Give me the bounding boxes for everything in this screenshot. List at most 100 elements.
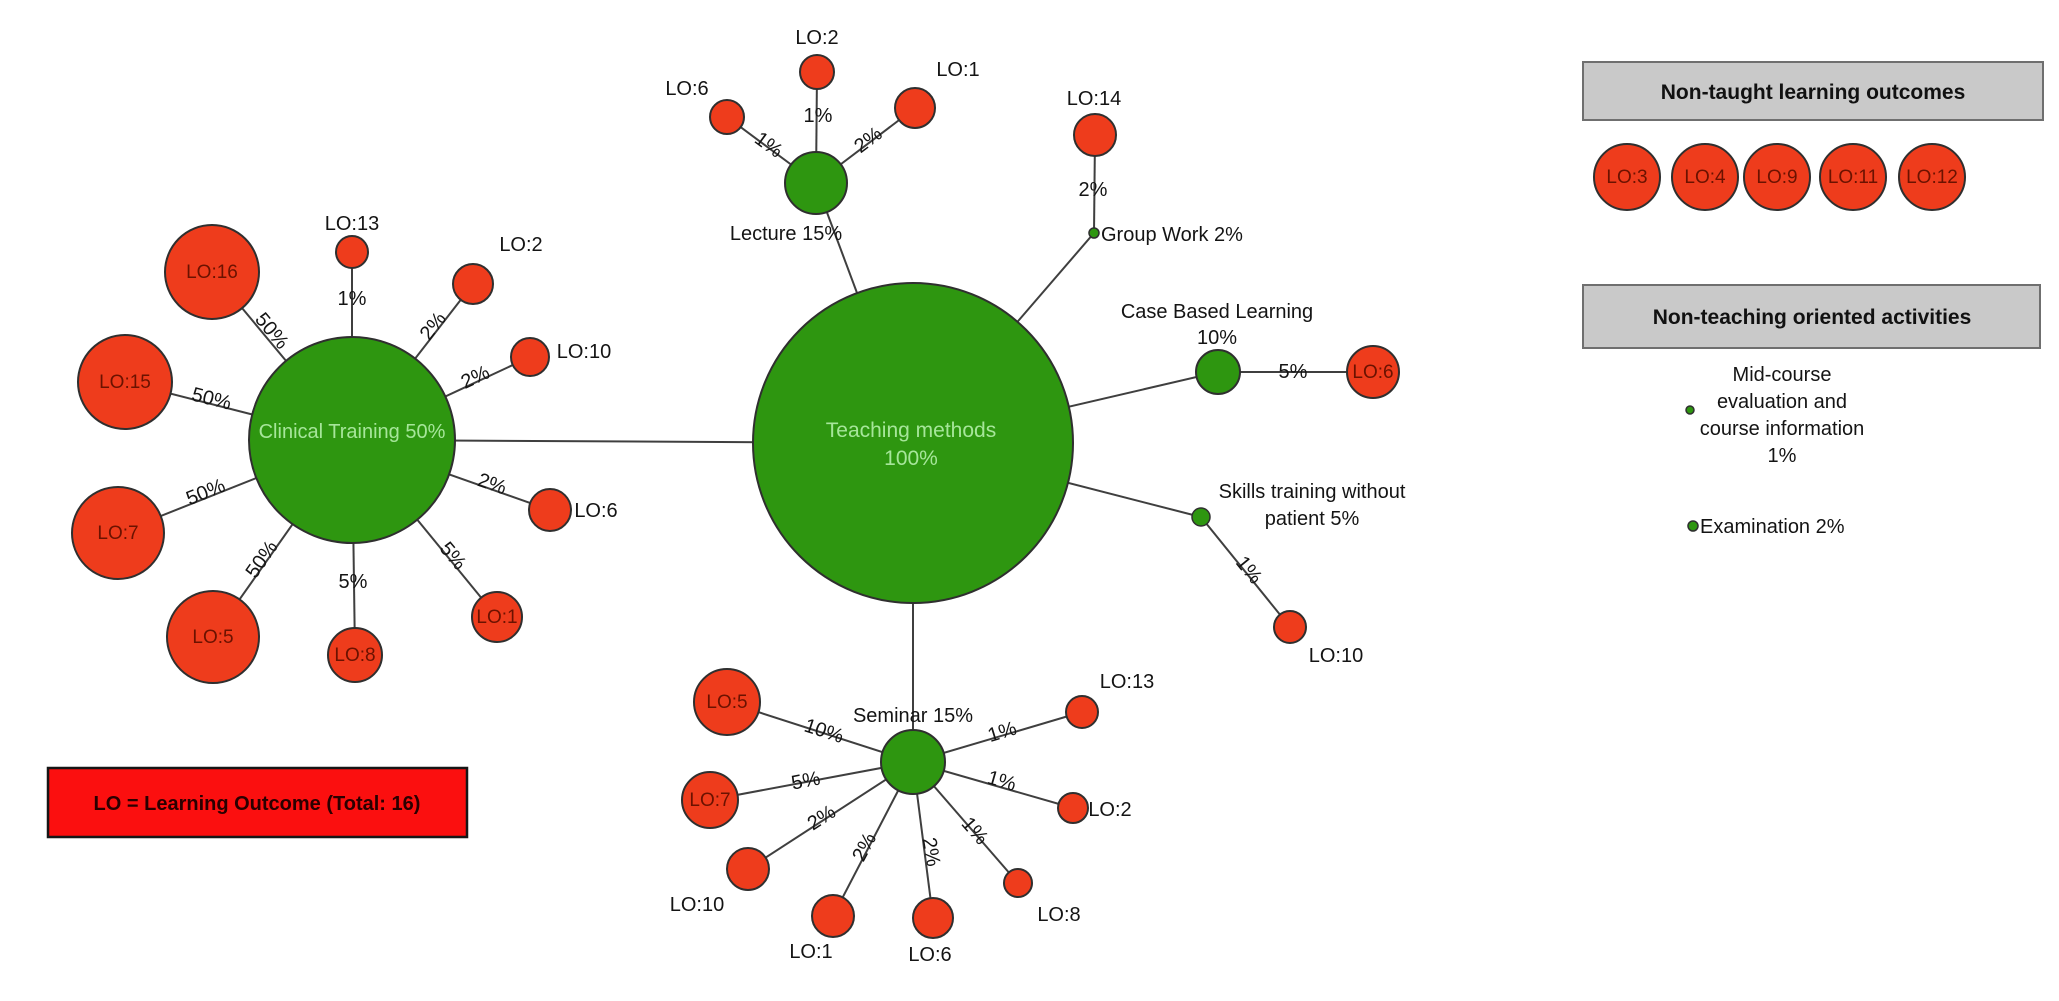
clinical-lo15-pct: 50% <box>189 384 233 415</box>
lecture-lo6-label: LO:6 <box>665 78 708 100</box>
lecture-lo1-label: LO:1 <box>936 59 979 81</box>
non-taught-panel: Non-taught learning outcomes LO:3 LO:4 L… <box>1582 61 2044 211</box>
seminar-label: Seminar 15% <box>853 705 973 727</box>
seminar-lo5-label: LO:5 <box>706 692 747 713</box>
lecture-lo2-pct: 1% <box>804 105 833 127</box>
seminar-lo7-pct: 5% <box>790 768 823 795</box>
non-taught-title: Non-taught learning outcomes <box>1661 81 1966 104</box>
non-taught-lo4-circle <box>1671 143 1739 211</box>
non-taught-lo12-circle <box>1898 143 1966 211</box>
groupwork-lo14-pct: 2% <box>1079 179 1108 201</box>
clinical-lo1-pct: 5% <box>435 538 471 574</box>
skills-lo10-pct: 1% <box>1231 552 1266 588</box>
clinical-lo8-circle <box>327 627 383 683</box>
seminar-lo13-label: LO:13 <box>1100 671 1154 693</box>
case-based-label-line1: Case Based Learning <box>1121 301 1313 323</box>
teaching-methods-circle <box>752 282 1074 604</box>
clinical-lo7-circle <box>71 486 165 580</box>
clinical-lo13-label: LO:13 <box>325 213 379 235</box>
seminar-lo2-label: LO:2 <box>1088 799 1131 821</box>
seminar-lo5-circle <box>693 668 761 736</box>
mid-course-line2: evaluation and <box>1717 391 1847 413</box>
seminar-lo1-label: LO:1 <box>789 941 832 963</box>
clinical-training-circle <box>248 336 456 544</box>
clinical-lo2-label: LO:2 <box>499 234 542 256</box>
skills-label-line2: patient 5% <box>1265 508 1360 530</box>
edge-skills-lo10 <box>1200 516 1291 628</box>
non-taught-lo9-circle <box>1743 143 1811 211</box>
clinical-lo15-circle <box>77 334 173 430</box>
seminar-lo10-label: LO:10 <box>670 894 724 916</box>
non-taught-title-box <box>1582 61 2044 121</box>
skills-training-dot <box>1191 507 1211 527</box>
legend-box: LO = Learning Outcome (Total: 16) <box>46 766 469 839</box>
non-teaching-panel: Non-teaching oriented activities Mid-cou… <box>1582 284 2041 538</box>
clinical-lo7-pct: 50% <box>183 475 229 510</box>
skills-lo10-circle <box>1273 610 1307 644</box>
mid-course-line4: 1% <box>1768 445 1797 467</box>
clinical-lo6-circle <box>528 488 572 532</box>
seminar-lo2-circle <box>1057 792 1089 824</box>
teaching-methods-pct: 100% <box>884 447 938 470</box>
examination-label: Examination 2% <box>1700 516 1845 538</box>
legend-rect <box>46 766 469 839</box>
seminar-lo6-pct: 2% <box>918 836 945 869</box>
clinical-node-labels: LO:16 LO:13 LO:2 LO:10 LO:6 LO:1 LO:8 LO… <box>97 213 617 666</box>
clinical-lo2-pct: 2% <box>416 308 451 344</box>
clinical-lo8-label: LO:8 <box>334 645 375 666</box>
non-taught-lo9-label: LO:9 <box>1756 167 1797 188</box>
seminar-lo13-pct: 1% <box>985 717 1019 747</box>
clinical-lo10-label: LO:10 <box>557 341 611 363</box>
clinical-lo13-circle <box>335 235 369 269</box>
clinical-lo5-circle <box>166 590 260 684</box>
seminar-lo6-circle <box>912 897 954 939</box>
clinical-lo15-label: LO:15 <box>99 372 151 393</box>
seminar-lo8-circle <box>1003 868 1033 898</box>
groupwork-lo14-label: LO:14 <box>1067 88 1121 110</box>
seminar-lo5-pct: 10% <box>801 715 846 748</box>
casebased-lo6-circle <box>1346 345 1400 399</box>
groupwork-lo14-circle <box>1073 113 1117 157</box>
clinical-lo2-circle <box>452 263 494 305</box>
clinical-lo7-label: LO:7 <box>97 523 138 544</box>
lecture-lo6-circle <box>709 99 745 135</box>
non-taught-lo12-label: LO:12 <box>1906 167 1958 188</box>
non-teaching-title-box <box>1582 284 2041 349</box>
seminar-lo7-label: LO:7 <box>689 790 730 811</box>
seminar-lo7-circle <box>681 771 739 829</box>
seminar-lo8-label: LO:8 <box>1037 904 1080 926</box>
clinical-outcome-circles <box>71 224 572 684</box>
lecture-lo1-circle <box>894 87 936 129</box>
group-work-label: Group Work 2% <box>1101 224 1243 246</box>
clinical-lo5-label: LO:5 <box>192 627 233 648</box>
skills-lo10-label: LO:10 <box>1309 645 1363 667</box>
clinical-lo1-label: LO:1 <box>476 607 517 628</box>
teaching-methods-label: Teaching methods <box>826 419 996 442</box>
clinical-lo6-pct: 2% <box>475 469 510 499</box>
skills-label-line1: Skills training without <box>1219 481 1406 503</box>
edge-seminar-lo7 <box>709 761 914 801</box>
lecture-lo2-circle <box>799 54 835 90</box>
case-based-circle <box>1195 349 1241 395</box>
lecture-label: Lecture 15% <box>730 223 843 245</box>
lecture-node-labels: LO:6 LO:2 LO:1 1% 1% 2% <box>665 27 979 163</box>
non-teaching-title: Non-teaching oriented activities <box>1653 306 1972 329</box>
clinical-lo1-circle <box>471 591 523 643</box>
mid-course-dot <box>1685 405 1695 415</box>
mid-course-line1: Mid-course <box>1733 364 1832 386</box>
clinical-lo8-pct: 5% <box>339 571 368 593</box>
seminar-circle <box>880 729 946 795</box>
non-taught-lo11-circle <box>1819 143 1887 211</box>
non-taught-lo11-label: LO:11 <box>1828 167 1878 188</box>
lecture-circle <box>784 151 848 215</box>
clinical-lo16-label: LO:16 <box>186 262 238 283</box>
examination-dot <box>1687 520 1699 532</box>
clinical-lo6-label: LO:6 <box>574 500 617 522</box>
seminar-lo1-circle <box>811 894 855 938</box>
seminar-lo2-pct: 1% <box>985 767 1019 796</box>
seminar-lo13-circle <box>1065 695 1099 729</box>
clinical-lo16-circle <box>164 224 260 320</box>
seminar-lo6-label: LO:6 <box>908 944 951 966</box>
group-work-dot <box>1088 227 1100 239</box>
casebased-lo6-label: LO:6 <box>1352 362 1393 383</box>
